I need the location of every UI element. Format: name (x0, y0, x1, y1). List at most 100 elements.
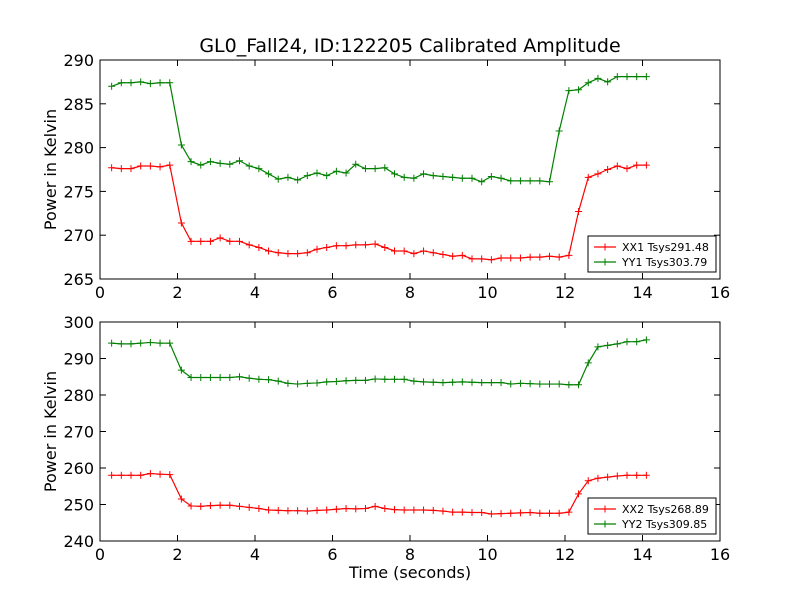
data-point (265, 376, 273, 384)
data-point (352, 241, 360, 249)
data-point (117, 165, 125, 173)
x-tick-label: 4 (250, 283, 260, 302)
data-point (187, 237, 195, 245)
legend-label: YY2 Tsys309.85 (621, 518, 707, 531)
data-point (623, 165, 631, 173)
data-point (187, 373, 195, 381)
data-point (146, 80, 154, 88)
data-point (177, 495, 185, 503)
data-point (255, 375, 263, 383)
data-point (332, 242, 340, 250)
data-point (449, 508, 457, 516)
data-point (497, 510, 505, 518)
y-tick-label: 260 (63, 459, 94, 478)
data-point (497, 174, 505, 182)
data-point (497, 379, 505, 387)
data-point (226, 237, 234, 245)
data-point (584, 477, 592, 485)
data-point (294, 250, 302, 258)
data-point (468, 378, 476, 386)
data-point (108, 82, 116, 90)
data-point (146, 162, 154, 170)
data-point (381, 375, 389, 383)
data-point (458, 508, 466, 516)
y-tick-label: 280 (63, 386, 94, 405)
data-point (516, 254, 524, 262)
data-point (381, 164, 389, 172)
x-tick-label: 4 (250, 545, 260, 564)
data-point (487, 256, 495, 264)
data-point (575, 381, 583, 389)
data-point (177, 141, 185, 149)
data-point (410, 250, 418, 258)
data-point (108, 471, 116, 479)
data-point (342, 505, 350, 513)
data-point (108, 339, 116, 347)
data-point (236, 502, 243, 510)
data-point (216, 159, 224, 167)
x-axis-label: Time (seconds) (348, 563, 471, 582)
data-point (197, 502, 205, 510)
data-point (146, 469, 154, 477)
data-point (594, 170, 602, 178)
data-point (294, 380, 302, 388)
data-point (127, 340, 135, 348)
y-tick-label: 300 (63, 313, 94, 332)
data-point (137, 339, 145, 347)
legend-box (587, 235, 717, 273)
data-point (584, 173, 592, 181)
x-tick-label: 14 (632, 283, 652, 302)
data-point (604, 78, 612, 86)
data-point (236, 237, 243, 245)
data-point (156, 79, 164, 87)
data-point (526, 177, 534, 185)
x-tick-label: 10 (477, 545, 497, 564)
x-tick-label: 12 (555, 283, 575, 302)
data-point (166, 161, 174, 169)
data-point (623, 471, 631, 479)
chart-title: GL0_Fall24, ID:122205 Calibrated Amplitu… (199, 35, 620, 57)
data-point (575, 208, 583, 216)
data-point (555, 380, 563, 388)
data-point (197, 373, 205, 381)
data-point (187, 158, 195, 166)
data-point (391, 247, 398, 255)
x-tick-label: 16 (710, 283, 730, 302)
data-point (177, 219, 185, 227)
data-point (156, 470, 164, 478)
data-point (332, 167, 340, 175)
x-tick-label: 0 (95, 545, 105, 564)
data-point (361, 505, 369, 513)
data-point (497, 254, 505, 262)
data-point (516, 379, 524, 387)
data-point (565, 508, 573, 516)
x-tick-label: 2 (172, 545, 182, 564)
x-tick-label: 14 (632, 545, 652, 564)
data-point (166, 339, 174, 347)
y-axis-label: Power in Kelvin (41, 371, 60, 492)
data-point (342, 242, 350, 250)
data-point (584, 79, 592, 87)
data-point (604, 341, 612, 349)
data-point (546, 380, 553, 388)
data-point (361, 376, 369, 384)
data-point (633, 338, 641, 346)
data-point (487, 510, 495, 518)
data-point (487, 173, 495, 181)
data-point (507, 509, 515, 517)
data-point (565, 381, 573, 389)
x-tick-label: 6 (327, 545, 337, 564)
data-point (371, 502, 379, 510)
data-point (468, 174, 476, 182)
data-point (400, 375, 408, 383)
data-point (565, 87, 573, 95)
data-point (449, 378, 457, 386)
data-point (420, 506, 428, 514)
data-point (265, 247, 273, 255)
data-point (216, 234, 224, 242)
data-point (127, 79, 135, 87)
data-point (449, 173, 457, 181)
data-point (332, 378, 340, 385)
data-point (633, 73, 641, 81)
